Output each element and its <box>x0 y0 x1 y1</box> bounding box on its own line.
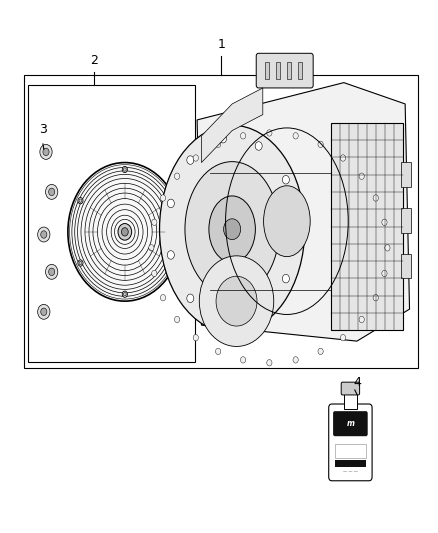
Text: 1: 1 <box>217 38 225 51</box>
Circle shape <box>121 228 128 236</box>
Circle shape <box>38 304 50 319</box>
Bar <box>401 208 411 233</box>
Ellipse shape <box>185 161 279 297</box>
Text: 2: 2 <box>90 54 98 67</box>
Circle shape <box>382 270 387 277</box>
Circle shape <box>382 219 387 225</box>
Circle shape <box>124 293 126 296</box>
Circle shape <box>293 133 298 139</box>
Bar <box>298 62 302 79</box>
Circle shape <box>38 227 50 242</box>
Circle shape <box>118 223 132 240</box>
Text: 4: 4 <box>353 376 361 389</box>
FancyBboxPatch shape <box>341 382 360 395</box>
Circle shape <box>224 219 241 240</box>
Circle shape <box>216 276 257 326</box>
Circle shape <box>240 357 246 363</box>
Circle shape <box>78 198 83 204</box>
Circle shape <box>166 260 172 266</box>
Text: m: m <box>346 419 354 428</box>
Bar <box>24 75 418 368</box>
Bar <box>401 162 411 187</box>
Circle shape <box>167 251 174 259</box>
Bar <box>276 62 280 79</box>
Circle shape <box>199 256 274 346</box>
Circle shape <box>79 199 82 203</box>
Circle shape <box>193 155 198 161</box>
Circle shape <box>78 260 83 266</box>
Circle shape <box>152 219 157 225</box>
Circle shape <box>219 134 226 143</box>
Circle shape <box>340 335 346 341</box>
Circle shape <box>68 163 182 301</box>
Circle shape <box>187 294 194 303</box>
Circle shape <box>255 142 262 150</box>
Circle shape <box>122 291 127 297</box>
Bar <box>28 85 195 362</box>
Circle shape <box>293 225 300 233</box>
Circle shape <box>187 156 194 164</box>
Circle shape <box>267 360 272 366</box>
Polygon shape <box>201 88 263 163</box>
Bar <box>344 393 357 409</box>
Circle shape <box>40 144 52 159</box>
Circle shape <box>283 175 290 184</box>
Bar <box>287 62 291 79</box>
Circle shape <box>385 245 390 251</box>
Circle shape <box>122 166 127 173</box>
Circle shape <box>359 316 364 322</box>
Circle shape <box>79 261 82 265</box>
FancyBboxPatch shape <box>333 411 368 436</box>
Circle shape <box>267 130 272 136</box>
Circle shape <box>148 245 154 251</box>
Circle shape <box>174 316 180 322</box>
Polygon shape <box>197 83 410 341</box>
Circle shape <box>359 173 364 180</box>
Circle shape <box>43 148 49 156</box>
Circle shape <box>160 195 166 201</box>
Circle shape <box>318 348 323 354</box>
Circle shape <box>49 188 55 196</box>
Ellipse shape <box>159 125 305 333</box>
Bar <box>401 254 411 279</box>
Circle shape <box>166 198 172 204</box>
Circle shape <box>167 199 174 208</box>
Circle shape <box>340 155 346 161</box>
Ellipse shape <box>209 196 255 262</box>
Text: 3: 3 <box>39 123 47 136</box>
Circle shape <box>219 316 226 324</box>
Circle shape <box>318 141 323 148</box>
Bar <box>335 444 366 458</box>
Circle shape <box>152 270 157 277</box>
Circle shape <box>41 231 47 238</box>
Circle shape <box>49 268 55 276</box>
Ellipse shape <box>264 186 310 257</box>
FancyBboxPatch shape <box>328 404 372 481</box>
Circle shape <box>174 173 180 180</box>
Text: — — —: — — — <box>343 470 358 473</box>
Circle shape <box>168 199 171 203</box>
Circle shape <box>168 261 171 265</box>
Circle shape <box>373 295 378 301</box>
Bar <box>265 62 269 79</box>
Circle shape <box>215 141 221 148</box>
Circle shape <box>124 168 126 171</box>
Circle shape <box>46 264 58 279</box>
Circle shape <box>283 274 290 283</box>
Circle shape <box>293 357 298 363</box>
Circle shape <box>193 335 198 341</box>
Circle shape <box>215 348 221 354</box>
Circle shape <box>46 184 58 199</box>
Circle shape <box>41 308 47 316</box>
Circle shape <box>373 195 378 201</box>
Bar <box>331 123 403 330</box>
FancyBboxPatch shape <box>256 53 313 88</box>
Circle shape <box>240 133 246 139</box>
Circle shape <box>160 295 166 301</box>
Circle shape <box>255 308 262 317</box>
Bar <box>335 461 366 467</box>
